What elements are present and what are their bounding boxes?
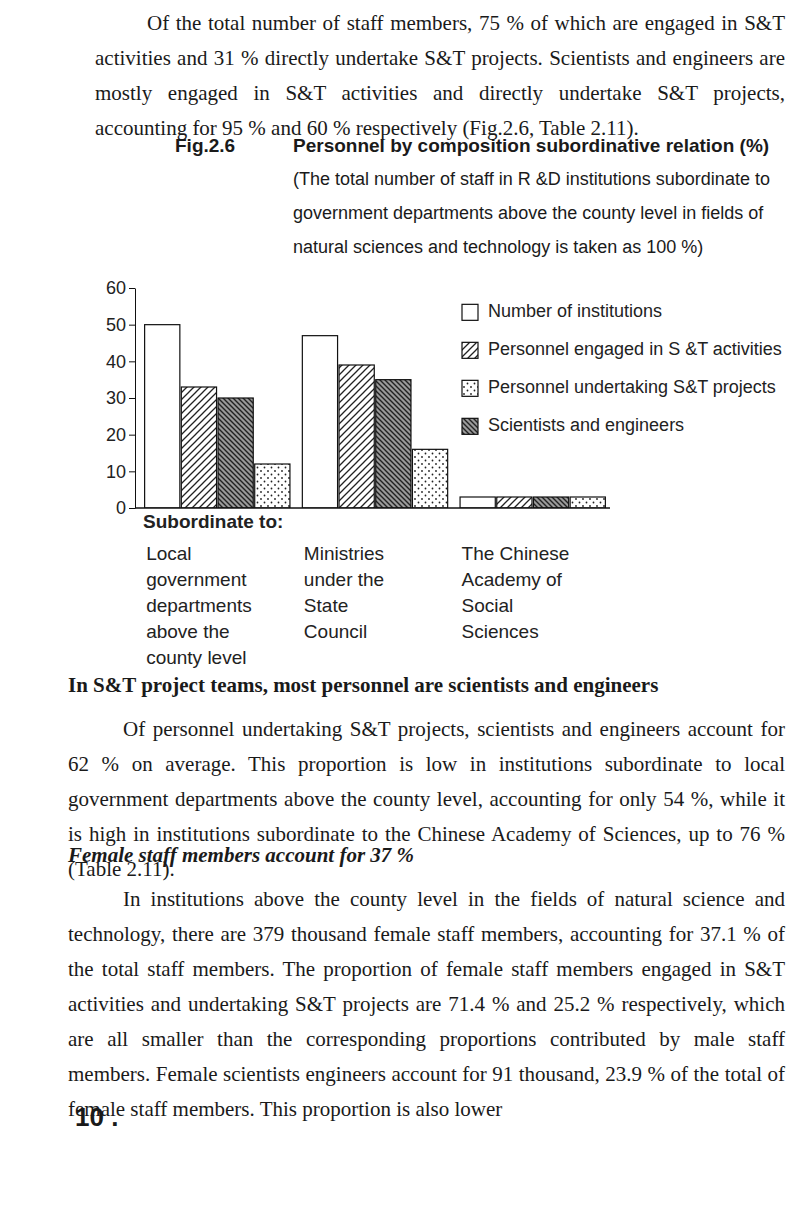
tick-label: 50 [106,315,126,335]
tick: 60 [106,278,135,298]
bar [302,336,337,508]
bar [181,387,216,508]
tick: 40 [106,352,135,372]
bar [376,380,411,508]
category-label: Ministriesunder theStateCouncil [304,543,384,642]
chart-title: Personnel by composition subordinative r… [293,128,783,163]
legend-swatch [462,304,478,320]
tick-mark [129,508,135,509]
category-label: The ChineseAcademy ofSocialSciences [462,543,570,642]
tick-mark [129,288,135,289]
paragraph: In institutions above the county level i… [68,882,785,1127]
heading: Female staff members account for 37 % [68,838,783,873]
tick-mark [129,361,135,362]
tick: 30 [106,388,135,408]
y-axis: 0 10 20 30 40 50 60 [106,278,136,518]
legend-swatch [462,418,478,434]
tick-mark [129,471,135,472]
axis-line [135,289,136,509]
tick-mark [129,435,135,436]
tick-label: 0 [116,498,126,518]
bar [497,497,532,508]
legend-label: Personnel engaged in S &T activities [488,339,782,359]
tick-label: 60 [106,278,126,298]
x-axis-label: Subordinate to: [143,511,283,532]
tick: 0 [116,498,135,518]
bar [460,497,495,508]
tick: 10 [106,462,135,482]
category-label: Localgovernmentdepartmentsabove thecount… [146,543,252,668]
legend-label: Scientists and engineers [488,415,684,435]
tick-label: 10 [106,462,126,482]
heading: In S&T project teams, most personnel are… [68,668,783,703]
tick-label: 30 [106,388,126,408]
bar [255,464,290,508]
tick: 50 [106,315,135,335]
bar [412,449,447,508]
baseline [135,507,610,509]
legend-swatch [462,380,478,396]
legend-label: Personnel undertaking S&T projects [488,377,776,397]
figure-label: Fig.2.6 [175,128,235,163]
chart-subtitle: (The total number of staff in R &D insti… [293,162,775,264]
tick-mark [129,398,135,399]
bar [570,497,605,508]
tick-mark [129,325,135,326]
bar [218,398,253,508]
paragraph: Of the total number of staff members, 75… [95,6,785,146]
bar [533,497,568,508]
bar [145,325,180,508]
legend-label: Number of institutions [488,301,662,321]
tick: 20 [106,425,135,445]
legend: Number of institutions Personnel engaged … [462,301,782,435]
tick-label: 20 [106,425,126,445]
bar [339,365,374,508]
tick-label: 40 [106,352,126,372]
legend-swatch [462,342,478,358]
page-number: 10 . [75,1100,118,1135]
